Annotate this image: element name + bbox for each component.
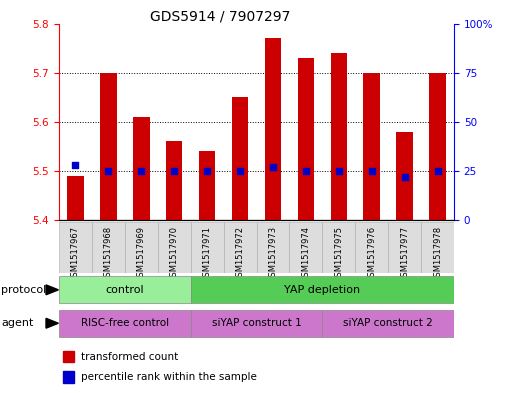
Bar	[59, 222, 92, 273]
Point	[269, 164, 277, 170]
Bar	[166, 141, 183, 220]
Text: GSM1517975: GSM1517975	[334, 226, 343, 282]
Text: RISC-free control: RISC-free control	[81, 318, 169, 328]
Text: siYAP construct 1: siYAP construct 1	[212, 318, 301, 328]
Text: GSM1517970: GSM1517970	[170, 226, 179, 282]
Bar	[388, 222, 421, 273]
Text: agent: agent	[1, 318, 33, 328]
Point	[368, 168, 376, 174]
Bar	[59, 276, 191, 303]
Text: GSM1517973: GSM1517973	[268, 226, 278, 282]
Text: GSM1517974: GSM1517974	[301, 226, 310, 282]
Bar	[100, 73, 116, 220]
Bar	[256, 222, 289, 273]
Text: protocol: protocol	[1, 285, 46, 295]
Bar	[191, 222, 224, 273]
Point	[203, 168, 211, 174]
Point	[334, 168, 343, 174]
Point	[170, 168, 179, 174]
Bar	[133, 117, 149, 220]
Point	[401, 174, 409, 180]
Bar	[330, 53, 347, 220]
Bar	[191, 310, 322, 337]
Text: GDS5914 / 7907297: GDS5914 / 7907297	[150, 10, 291, 24]
Text: GSM1517969: GSM1517969	[137, 226, 146, 282]
Polygon shape	[46, 318, 58, 328]
Bar	[158, 222, 191, 273]
Bar	[199, 151, 215, 220]
Text: GSM1517978: GSM1517978	[433, 226, 442, 282]
Bar	[191, 276, 454, 303]
Point	[104, 168, 112, 174]
Bar	[59, 310, 191, 337]
Text: GSM1517972: GSM1517972	[235, 226, 245, 282]
Bar	[355, 222, 388, 273]
Bar	[322, 222, 355, 273]
Text: GSM1517971: GSM1517971	[203, 226, 212, 282]
Bar	[421, 222, 454, 273]
Bar	[92, 222, 125, 273]
Point	[71, 162, 80, 168]
Point	[137, 168, 145, 174]
Bar	[322, 310, 454, 337]
Bar	[364, 73, 380, 220]
Point	[433, 168, 442, 174]
Bar	[289, 222, 322, 273]
Bar	[397, 132, 413, 220]
Text: GSM1517967: GSM1517967	[71, 226, 80, 282]
Point	[236, 168, 244, 174]
Text: siYAP construct 2: siYAP construct 2	[343, 318, 433, 328]
Text: GSM1517977: GSM1517977	[400, 226, 409, 282]
Text: percentile rank within the sample: percentile rank within the sample	[81, 372, 256, 382]
Polygon shape	[46, 285, 58, 295]
Bar	[67, 176, 84, 220]
Bar	[298, 58, 314, 220]
Bar	[224, 222, 256, 273]
Text: YAP depletion: YAP depletion	[284, 285, 361, 295]
Bar	[63, 351, 74, 362]
Bar	[63, 371, 74, 383]
Bar	[265, 39, 281, 220]
Bar	[429, 73, 446, 220]
Text: control: control	[106, 285, 144, 295]
Text: GSM1517968: GSM1517968	[104, 226, 113, 282]
Text: transformed count: transformed count	[81, 352, 178, 362]
Bar	[232, 97, 248, 220]
Point	[302, 168, 310, 174]
Text: GSM1517976: GSM1517976	[367, 226, 376, 282]
Bar	[125, 222, 158, 273]
